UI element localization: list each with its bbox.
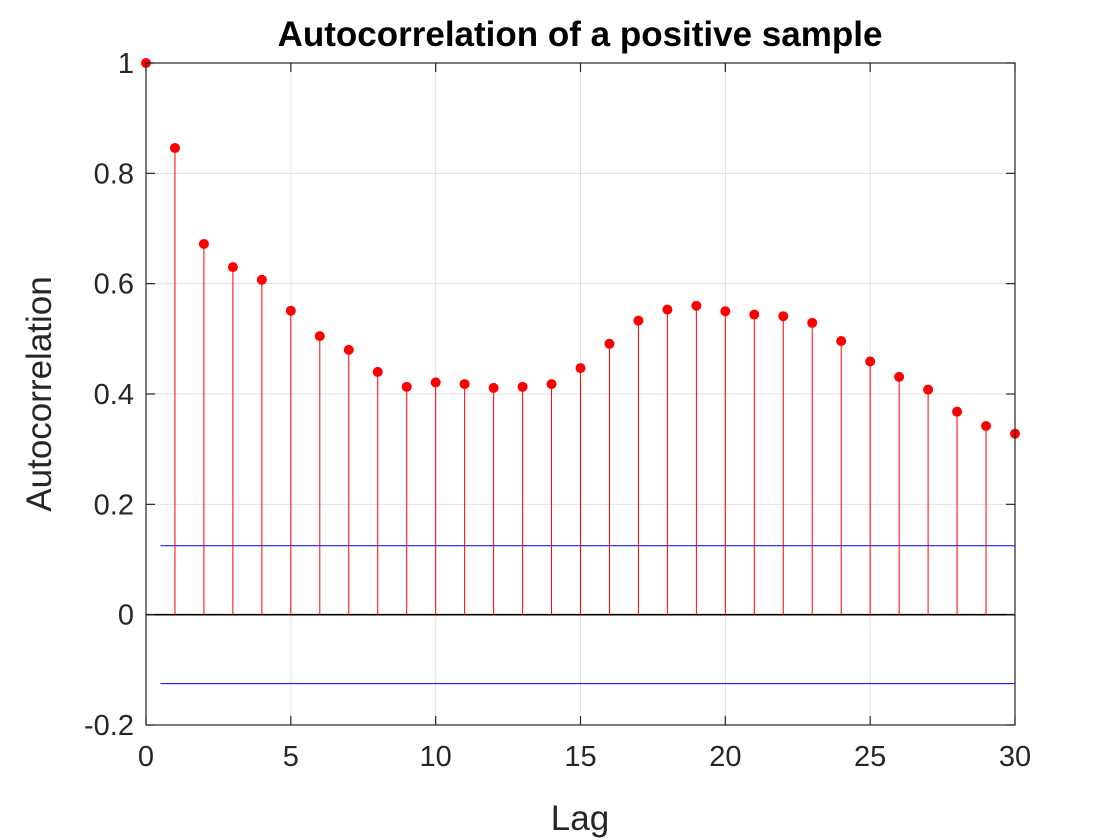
stem-marker (633, 315, 644, 326)
stem-marker (314, 331, 325, 342)
y-axis-label: Autocorrelation (20, 276, 59, 511)
stem-marker (749, 309, 760, 320)
stem-marker (836, 336, 847, 347)
stem-marker (198, 238, 209, 249)
y-tick-label: 0 (118, 600, 134, 632)
stem-series (141, 58, 1020, 615)
stem-marker (256, 274, 267, 285)
stem-marker (720, 306, 731, 317)
x-tick-label: 15 (564, 741, 596, 773)
x-tick-label: 20 (709, 741, 741, 773)
y-tick-label: 0.2 (94, 489, 134, 521)
stem-marker (923, 384, 934, 395)
stem-marker (865, 356, 876, 367)
y-tick-label: -0.2 (84, 710, 134, 742)
y-tick-label: 0.4 (94, 379, 134, 411)
y-tick-label: 1 (118, 48, 134, 80)
stem-marker (517, 381, 528, 392)
stem-marker (778, 311, 789, 322)
x-tick-label: 30 (999, 741, 1031, 773)
x-tick-label: 10 (420, 741, 452, 773)
stem-marker (662, 304, 673, 315)
stem-marker (981, 420, 992, 431)
x-axis-ticks: 0 5 10 15 20 25 30 (138, 63, 1031, 773)
stem-marker (343, 344, 354, 355)
stem-marker (894, 371, 905, 382)
stem-marker (691, 300, 702, 311)
stem-marker (459, 379, 470, 390)
stem-marker (604, 338, 615, 349)
y-tick-label: 0.8 (94, 158, 134, 190)
stem-marker (372, 366, 383, 377)
stem-marker (488, 382, 499, 393)
x-axis-label: Lag (551, 799, 609, 838)
stem-marker (546, 379, 557, 390)
stem-marker (430, 377, 441, 388)
stem-marker (952, 406, 963, 417)
x-tick-label: 0 (138, 741, 154, 773)
x-tick-label: 5 (283, 741, 299, 773)
stem-marker (401, 381, 412, 392)
stem-marker (285, 305, 296, 316)
confidence-bounds (160, 545, 1015, 685)
stem-marker (169, 142, 180, 153)
y-tick-label: 0.6 (94, 269, 134, 301)
stem-marker (227, 262, 238, 273)
chart-title: Autocorrelation of a positive sample (278, 15, 883, 54)
x-tick-label: 25 (854, 741, 886, 773)
stem-marker (575, 363, 586, 374)
stem-marker (807, 317, 818, 328)
y-axis-ticks: -0.2 0 0.2 0.4 0.6 0.8 1 (84, 48, 1015, 742)
